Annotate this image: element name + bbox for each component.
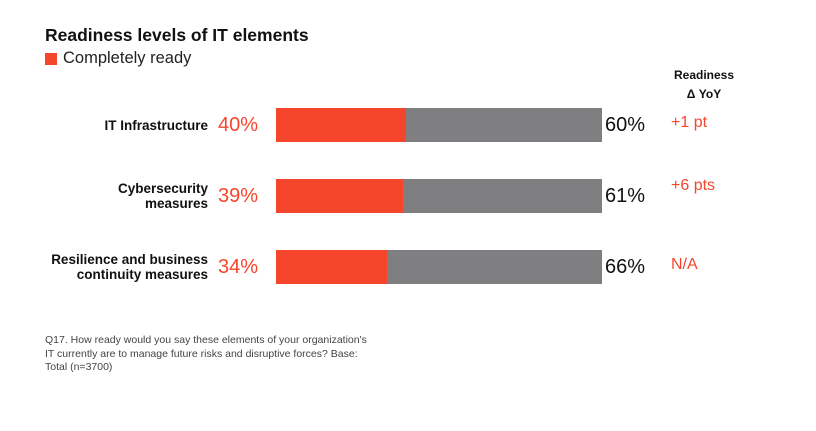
footnote-line: IT currently are to manage future risks … bbox=[45, 347, 358, 360]
bar-segment-remaining bbox=[403, 179, 602, 213]
category-label-line: measures bbox=[144, 196, 208, 211]
legend-swatch bbox=[45, 52, 57, 65]
yoy-header-line1: Readiness bbox=[673, 68, 735, 82]
bar-segment-remaining bbox=[387, 250, 602, 284]
remaining-value-label: 60% bbox=[605, 114, 646, 136]
bar-row: Cybersecurity measures 39% 61% +6 pts bbox=[0, 177, 816, 213]
bar-row: IT Infrastructure 40% 60% +1 pt bbox=[0, 108, 816, 142]
remaining-value-label: 61% bbox=[605, 185, 646, 207]
yoy-header-line2: Δ YoY bbox=[686, 87, 722, 101]
category-label: Resilience and business continuity measur… bbox=[8, 252, 208, 282]
bar-segment-remaining bbox=[406, 108, 602, 142]
category-label: IT Infrastructure bbox=[8, 118, 208, 133]
remaining-value-label: 66% bbox=[605, 256, 646, 278]
bar-segment-ready bbox=[276, 250, 387, 284]
yoy-change-label: +6 pts bbox=[671, 177, 716, 194]
legend: Completely ready bbox=[45, 49, 191, 68]
ready-value-label: 34% bbox=[218, 256, 259, 278]
legend-label: Completely ready bbox=[63, 49, 192, 67]
bar-segment-ready bbox=[276, 179, 403, 213]
stacked-bar bbox=[276, 179, 602, 213]
yoy-column-header: Readiness Δ YoY bbox=[664, 66, 744, 104]
bar-segment-ready bbox=[276, 108, 406, 142]
footnote-line: Total (n=3700) bbox=[45, 361, 113, 373]
footnote-line: Q17. How ready would you say these eleme… bbox=[45, 334, 367, 346]
footnote: Q17. How ready would you say these eleme… bbox=[45, 334, 415, 375]
category-label-line: IT Infrastructure bbox=[104, 117, 208, 133]
category-label-line: Resilience and business bbox=[51, 252, 208, 267]
stacked-bar bbox=[276, 108, 602, 142]
bar-row: Resilience and business continuity measur… bbox=[0, 250, 816, 284]
chart-title: Readiness levels of IT elements bbox=[45, 25, 309, 45]
stacked-bar bbox=[276, 250, 602, 284]
ready-value-label: 39% bbox=[218, 185, 259, 207]
yoy-change-label: +1 pt bbox=[671, 114, 708, 131]
ready-value-label: 40% bbox=[218, 114, 259, 136]
category-label-line: Cybersecurity bbox=[117, 181, 208, 196]
yoy-change-label: N/A bbox=[671, 256, 698, 273]
category-label-line: continuity measures bbox=[76, 267, 208, 282]
category-label: Cybersecurity measures bbox=[8, 181, 208, 211]
